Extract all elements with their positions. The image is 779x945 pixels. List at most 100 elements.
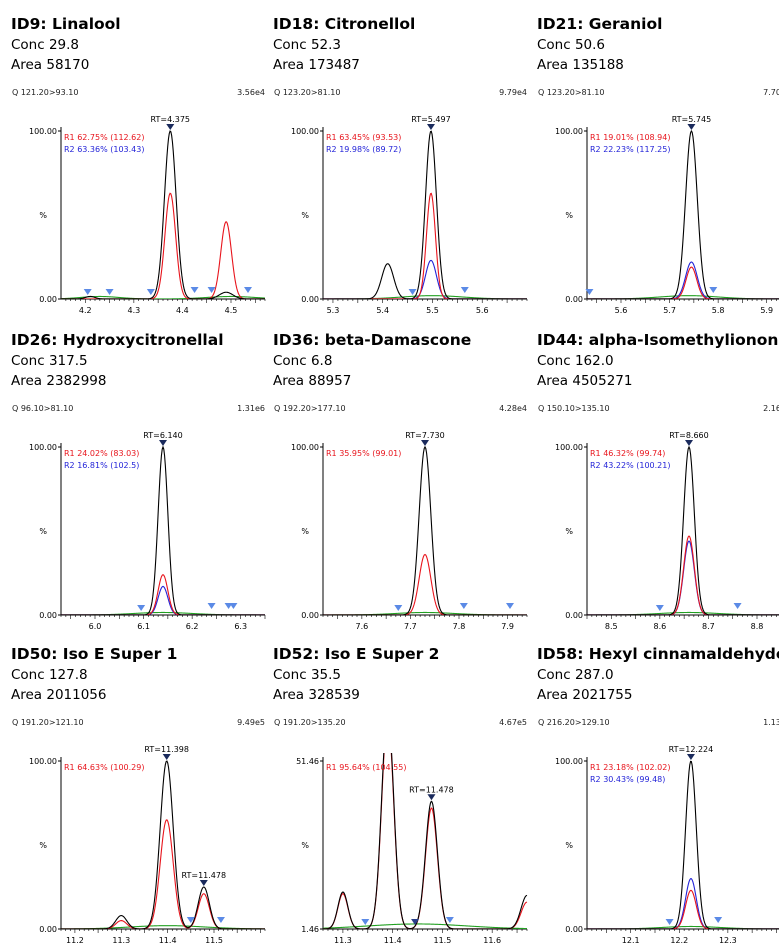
trace-line (323, 753, 528, 929)
trace-line (587, 540, 779, 615)
panel-area: Area 173487 (273, 57, 360, 73)
x-tick-label: 6.2 (186, 622, 199, 631)
x-tick-label: 11.2 (66, 936, 84, 945)
trace-line (323, 130, 527, 299)
transition-label: Q 192.20>177.10 (274, 404, 346, 413)
panel-title: ID36: beta-Damascone (273, 331, 472, 349)
trace-line (61, 192, 265, 299)
x-tick-label: 11.4 (159, 936, 177, 945)
retention-time-label: RT=4.375 (151, 115, 190, 124)
ion-ratio-label: R1 63.45% (93.53) (326, 133, 401, 142)
panel-title: ID18: Citronellol (273, 15, 416, 33)
panel-conc: Conc 317.5 (11, 353, 88, 369)
peak-apex-marker (685, 440, 693, 446)
panel-title: ID9: Linalool (11, 15, 121, 33)
peak-apex-marker (421, 440, 429, 446)
chromatogram-plot: Q 96.10>81.10 1.31e6 100.00% 0.00 6.0 6.1 6.2 6… (12, 404, 266, 631)
intensity-label: 4.67e5 (499, 718, 527, 727)
x-tick-label: 6.3 (234, 622, 247, 631)
chromatogram-plot: Q 216.20>129.101.13e6100.00%0.0012.112.2… (538, 718, 779, 945)
ion-ratio-label: R2 30.43% (99.48) (590, 775, 665, 784)
panel-area: Area 88957 (273, 373, 352, 389)
y-bottom-label: 0.00 (39, 295, 57, 304)
ion-ratio-label: R1 62.75% (112.62) (64, 133, 144, 142)
integration-marker (361, 919, 370, 925)
peak-apex-marker (162, 754, 171, 760)
y-top-label: 100.00 (555, 127, 583, 136)
x-tick-label: 8.6 (653, 622, 666, 631)
trace-line (587, 261, 779, 299)
chromatogram-panel: ID50: Iso E Super 1 Conc 127.8 Area 201105… (11, 645, 267, 945)
x-tick-label: 7.8 (453, 622, 466, 631)
y-mid-label: % (565, 211, 573, 220)
y-bottom-label: 0.00 (39, 611, 57, 620)
x-tick-label: 4.2 (79, 306, 92, 315)
integration-marker (655, 605, 664, 611)
ion-ratio-label: R1 95.64% (104.55) (326, 763, 406, 772)
y-top-label: 100.00 (555, 443, 583, 452)
transition-label: Q 123.20>81.10 (274, 88, 340, 97)
y-mid-label: % (301, 841, 309, 850)
panel-area: Area 2021755 (537, 687, 633, 703)
transition-label: Q 150.10>135.10 (538, 404, 610, 413)
integration-marker (460, 287, 469, 293)
y-mid-label: % (565, 527, 573, 536)
panel-area: Area 58170 (11, 57, 90, 73)
transition-label: Q 216.20>129.10 (538, 718, 610, 727)
x-tick-label: 5.6 (615, 306, 628, 315)
x-tick-label: 8.7 (702, 622, 715, 631)
x-tick-label: 4.3 (127, 306, 140, 315)
trace-line (323, 553, 527, 615)
intensity-label: 1.31e6 (237, 404, 265, 413)
x-tick-label: 8.5 (605, 622, 618, 631)
panel-area: Area 135188 (537, 57, 624, 73)
panel-title: ID21: Geraniol (537, 15, 663, 33)
trace-line (587, 535, 779, 615)
panel-conc: Conc 287.0 (537, 667, 614, 683)
ion-ratio-label: R1 64.63% (100.29) (64, 763, 144, 772)
y-bottom-label: 0.00 (301, 611, 319, 620)
chromatogram-panel: ID36: beta-Damascone Conc 6.8 Area 88957 Q … (273, 331, 529, 631)
y-top-label: 100.00 (555, 757, 583, 766)
integration-marker (83, 289, 92, 295)
intensity-label: 9.49e5 (237, 718, 265, 727)
integration-marker (709, 287, 718, 293)
y-mid-label: % (301, 527, 309, 536)
panel-area: Area 2011056 (11, 687, 107, 703)
trace-line (61, 760, 265, 929)
x-tick-label: 12.2 (670, 936, 688, 945)
transition-label: Q 121.20>93.10 (12, 88, 78, 97)
trace-line (587, 878, 779, 929)
retention-time-label: RT=6.140 (143, 431, 182, 440)
ion-ratio-label: R1 24.02% (83.03) (64, 449, 139, 458)
integration-marker (445, 917, 454, 923)
panel-conc: Conc 162.0 (537, 353, 614, 369)
retention-time-label: RT=11.398 (144, 745, 189, 754)
x-tick-label: 5.9 (760, 306, 773, 315)
x-tick-label: 5.3 (327, 306, 340, 315)
trace-line (61, 585, 265, 615)
panel-title: ID52: Iso E Super 2 (273, 645, 440, 663)
x-tick-label: 11.5 (434, 936, 452, 945)
intensity-label: 2.16e6 (763, 404, 779, 413)
integration-marker (186, 917, 195, 923)
integration-marker (244, 287, 252, 293)
chromatogram-plot: Q 150.10>135.10 2.16e6 100.00% 0.00 8.5 8.6 8.… (538, 404, 779, 631)
y-top-label: 51.46 (296, 757, 319, 766)
integration-marker (207, 603, 216, 609)
x-tick-label: 4.4 (176, 306, 189, 315)
integration-marker (146, 289, 155, 295)
y-bottom-label: 0.00 (565, 611, 583, 620)
integration-marker (408, 289, 417, 295)
chromatogram-panel: ID52: Iso E Super 2 Conc 35.5 Area 328539 Q… (273, 645, 529, 945)
retention-time-label: RT=8.660 (669, 431, 708, 440)
x-tick-label: 12.3 (719, 936, 737, 945)
x-tick-label: 11.5 (205, 936, 223, 945)
integration-marker (216, 917, 225, 923)
x-tick-label: 11.3 (112, 936, 130, 945)
integration-marker (506, 603, 514, 609)
x-tick-label: 8.8 (751, 622, 764, 631)
ion-ratio-label: R2 63.36% (103.43) (64, 145, 144, 154)
chromatogram-panel: ID9: Linalool Conc 29.8 Area 58170 Q 121.20… (11, 15, 267, 315)
trace-line (587, 760, 779, 929)
